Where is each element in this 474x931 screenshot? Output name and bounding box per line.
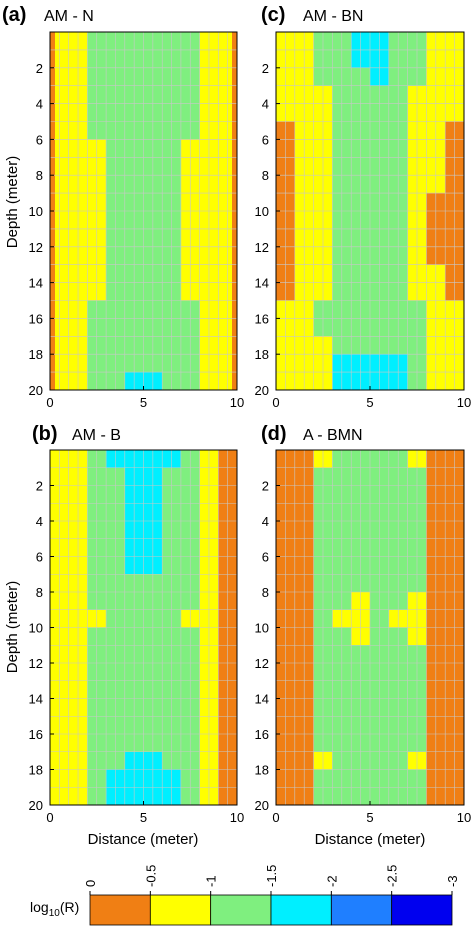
y-tick-label: 8 xyxy=(36,168,43,183)
panel-c: (c) AM - BN 2 4 6 8 10 12 14 16 18 200 5 10 xyxy=(255,4,472,410)
colorbar-bins xyxy=(89,894,453,926)
y-tick-label: 18 xyxy=(29,347,43,362)
y-tick-label: 14 xyxy=(29,276,43,291)
colorbar-tick-label: -1 xyxy=(204,875,219,887)
panel-d: (d) A - BMN 2 4 6 8 10 12 14 16 18 200 5 10 Distanc… xyxy=(255,423,472,848)
panel-b: (b) AM - B 2 4 6 8 10 12 14 16 18 200 5 10 Depth (m… xyxy=(4,423,244,848)
y-tick-label: 18 xyxy=(255,763,269,778)
y-tick-label: 4 xyxy=(262,514,269,529)
colorbar-bin xyxy=(210,894,272,926)
x-tick-label: 0 xyxy=(272,395,279,410)
plot-b: 2 4 6 8 10 12 14 16 18 200 5 10 xyxy=(29,449,244,825)
y-tick-label: 8 xyxy=(262,585,269,600)
y-tick-label: 4 xyxy=(262,97,269,112)
x-tick-label: 5 xyxy=(366,395,373,410)
panel-c-title: AM - BN xyxy=(303,8,363,25)
y-tick-label: 6 xyxy=(36,132,43,147)
panel-a-letter: (a) xyxy=(2,4,26,26)
colorbar-ticks: 0 -0.5 -1 -1.5 -2 -2.5 -3 xyxy=(83,865,460,895)
panel-b-letter: (b) xyxy=(32,423,58,445)
panel-d-title: A - BMN xyxy=(303,427,363,444)
colorbar-tick-label: -1.5 xyxy=(264,865,279,887)
panel-b-title: AM - B xyxy=(72,427,121,444)
y-tick-label: 10 xyxy=(255,204,269,219)
y-tick-label: 20 xyxy=(255,798,269,813)
panel-d-xlabel: Distance (meter) xyxy=(315,831,426,848)
x-tick-label: 10 xyxy=(457,810,471,825)
y-tick-label: 14 xyxy=(29,692,43,707)
y-tick-label: 8 xyxy=(36,585,43,600)
y-tick-label: 10 xyxy=(29,621,43,636)
y-tick-label: 12 xyxy=(255,240,269,255)
colorbar-bin xyxy=(149,894,212,926)
y-tick-label: 16 xyxy=(255,727,269,742)
y-tick-label: 4 xyxy=(36,97,43,112)
y-tick-label: 6 xyxy=(262,132,269,147)
x-tick-label: 5 xyxy=(140,810,147,825)
panel-a-title: AM - N xyxy=(44,8,94,25)
panel-a-ylabel: Depth (meter) xyxy=(4,156,21,249)
y-tick-label: 6 xyxy=(262,550,269,565)
colorbar-label: log10(R) xyxy=(30,899,79,919)
y-tick-label: 2 xyxy=(36,479,43,494)
y-tick-label: 16 xyxy=(29,311,43,326)
colorbar-tick-label: -2.5 xyxy=(385,865,400,887)
colorbar-tick-label: -2 xyxy=(324,875,339,887)
y-tick-label: 20 xyxy=(29,798,43,813)
x-tick-label: 5 xyxy=(366,810,373,825)
colorbar-tick-label: -3 xyxy=(445,875,460,887)
colorbar-tick-label: 0 xyxy=(83,880,98,887)
y-tick-label: 4 xyxy=(36,514,43,529)
x-tick-label: 0 xyxy=(272,810,279,825)
panel-b-ylabel: Depth (meter) xyxy=(4,581,21,674)
y-tick-label: 2 xyxy=(36,61,43,76)
y-tick-label: 6 xyxy=(36,550,43,565)
y-tick-label: 10 xyxy=(255,621,269,636)
x-tick-label: 5 xyxy=(140,395,147,410)
y-tick-label: 2 xyxy=(262,479,269,494)
y-tick-label: 12 xyxy=(255,656,269,671)
y-tick-label: 2 xyxy=(262,61,269,76)
y-tick-label: 18 xyxy=(29,763,43,778)
y-tick-label: 20 xyxy=(29,383,43,398)
y-tick-label: 12 xyxy=(29,240,43,255)
y-tick-label: 18 xyxy=(255,347,269,362)
y-tick-label: 20 xyxy=(255,383,269,398)
colorbar-bin xyxy=(391,894,453,926)
y-tick-label: 12 xyxy=(29,656,43,671)
panel-b-xlabel: Distance (meter) xyxy=(88,831,199,848)
panel-c-letter: (c) xyxy=(261,4,285,26)
x-tick-label: 0 xyxy=(46,395,53,410)
x-tick-label: 10 xyxy=(230,810,244,825)
plot-d: 2 4 6 8 10 12 14 16 18 200 5 10 xyxy=(255,449,471,825)
y-tick-label: 14 xyxy=(255,276,269,291)
colorbar-bin xyxy=(270,894,332,926)
plot-c: 2 4 6 8 10 12 14 16 18 200 5 10 xyxy=(255,31,471,410)
x-tick-label: 10 xyxy=(230,395,244,410)
plot-a: 2 4 6 8 10 12 14 16 18 200 5 10 xyxy=(29,31,244,410)
colorbar-bin xyxy=(89,894,151,926)
x-tick-label: 10 xyxy=(457,395,471,410)
colorbar-bin xyxy=(330,894,393,926)
y-tick-label: 14 xyxy=(255,692,269,707)
y-tick-label: 10 xyxy=(29,204,43,219)
y-tick-label: 16 xyxy=(255,311,269,326)
x-tick-label: 0 xyxy=(46,810,53,825)
y-tick-label: 16 xyxy=(29,727,43,742)
panel-d-letter: (d) xyxy=(261,423,287,445)
colorbar-tick-label: -0.5 xyxy=(143,865,158,887)
colorbar: 0 -0.5 -1 -1.5 -2 -2.5 -3 log10(R) xyxy=(30,865,460,926)
y-tick-label: 8 xyxy=(262,168,269,183)
panel-a: (a) AM - N 2 4 6 8 10 12 14 16 18 200 5 10 Depth (m… xyxy=(2,4,244,410)
